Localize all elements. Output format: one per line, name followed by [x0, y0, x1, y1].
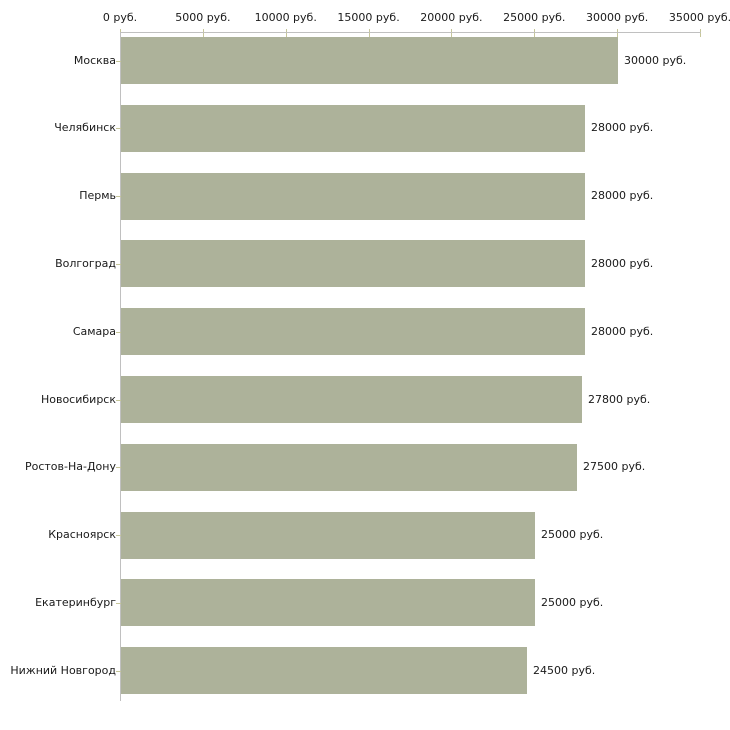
category-label: Волгоград [55, 256, 116, 270]
category-label: Самара [72, 324, 116, 338]
y-tick-mark [116, 467, 121, 468]
bar [121, 172, 585, 220]
x-axis-line [120, 32, 701, 33]
x-tick-mark [203, 29, 204, 37]
category-label: Красноярск [48, 528, 116, 542]
x-tick-label: 30000 руб. [586, 11, 649, 24]
x-tick-label: 25000 руб. [503, 11, 566, 24]
x-tick-mark [617, 29, 618, 37]
value-label: 30000 руб. [624, 53, 687, 67]
bar [121, 579, 535, 627]
y-tick-mark [116, 603, 121, 604]
bar [121, 647, 527, 695]
bar [121, 37, 618, 84]
x-tick-label: 20000 руб. [420, 11, 483, 24]
y-tick-mark [116, 61, 121, 62]
y-tick-mark [116, 128, 121, 129]
y-tick-mark [116, 400, 121, 401]
category-label: Екатеринбург [35, 595, 116, 609]
y-tick-mark [116, 671, 121, 672]
value-label: 28000 руб. [591, 121, 654, 135]
x-tick-mark [369, 29, 370, 37]
category-label: Челябинск [54, 121, 116, 135]
bar [121, 240, 585, 288]
y-axis-line [120, 32, 121, 701]
y-tick-mark [116, 196, 121, 197]
y-tick-mark [116, 332, 121, 333]
x-tick-label: 10000 руб. [254, 11, 317, 24]
x-tick-label: 15000 руб. [337, 11, 400, 24]
x-tick-label: 5000 руб. [175, 11, 231, 24]
y-tick-mark [116, 264, 121, 265]
value-label: 25000 руб. [541, 595, 604, 609]
x-tick-mark [700, 29, 701, 37]
value-label: 27500 руб. [583, 460, 646, 474]
bar [121, 308, 585, 356]
category-label: Пермь [79, 189, 116, 203]
value-label: 27800 руб. [588, 392, 651, 406]
value-label: 28000 руб. [591, 324, 654, 338]
x-tick-mark [534, 29, 535, 37]
value-label: 25000 руб. [541, 528, 604, 542]
category-label: Нижний Новгород [10, 663, 116, 677]
bar [121, 376, 582, 423]
y-tick-mark [116, 535, 121, 536]
category-label: Новосибирск [40, 392, 116, 406]
category-label: Ростов-На-Дону [24, 460, 116, 474]
x-tick-mark [451, 29, 452, 37]
category-label: Москва [73, 53, 116, 67]
x-tick-label: 35000 руб. [668, 11, 730, 24]
value-label: 24500 руб. [533, 663, 596, 677]
x-tick-mark [286, 29, 287, 37]
value-label: 28000 руб. [591, 189, 654, 203]
value-label: 28000 руб. [591, 256, 654, 270]
bar [121, 511, 535, 559]
bar [121, 443, 577, 491]
bar [121, 104, 585, 152]
x-tick-label: 0 руб. [102, 11, 138, 24]
